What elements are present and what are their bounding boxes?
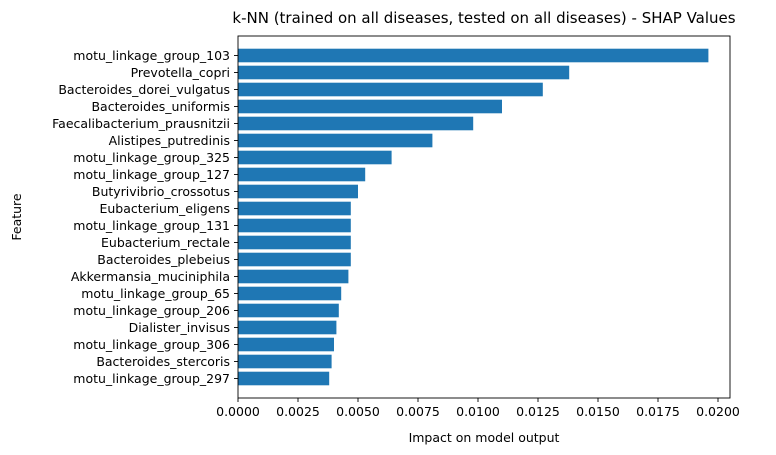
bar <box>238 303 339 318</box>
x-tick-label: 0.0050 <box>336 404 380 419</box>
bar <box>238 150 392 165</box>
y-tick-label: Faecalibacterium_prausnitzii <box>52 116 230 131</box>
bar <box>238 167 366 182</box>
bar <box>238 116 474 131</box>
y-tick-label: motu_linkage_group_297 <box>73 371 230 386</box>
bar <box>238 65 570 80</box>
plot-frame <box>237 35 731 399</box>
y-tick-label: motu_linkage_group_103 <box>73 48 230 63</box>
bars <box>238 48 709 386</box>
bar <box>238 354 332 369</box>
x-axis-title: Impact on model output <box>409 430 560 445</box>
y-tick-label: Bacteroides_plebeius <box>97 252 230 267</box>
y-tick-labels: motu_linkage_group_103 Prevotella_copri Ba… <box>52 48 238 386</box>
bar <box>238 235 351 250</box>
y-tick-label: Eubacterium_eligens <box>99 201 230 216</box>
x-ticks: 0.0000 0.0025 0.0050 0.0075 0.0100 0.0125 0.01… <box>216 398 740 419</box>
x-tick-label: 0.0100 <box>456 404 500 419</box>
bar <box>238 269 349 284</box>
bar <box>238 201 351 216</box>
bar <box>238 99 502 114</box>
x-tick-label: 0.0150 <box>576 404 620 419</box>
y-tick-label: Butyrivibrio_crossotus <box>92 184 230 199</box>
y-tick-label: motu_linkage_group_131 <box>73 218 230 233</box>
bar <box>238 252 351 267</box>
bar <box>238 320 337 335</box>
y-tick-label: Akkermansia_muciniphila <box>71 269 230 284</box>
bar <box>238 218 351 233</box>
x-tick-label: 0.0075 <box>396 404 440 419</box>
bar <box>238 184 358 199</box>
y-tick-label: motu_linkage_group_127 <box>73 167 230 182</box>
y-tick-label: Bacteroides_stercoris <box>96 354 230 369</box>
y-tick-label: Alistipes_putredinis <box>109 133 230 148</box>
bar <box>238 48 709 63</box>
y-tick-label: Prevotella_copri <box>131 65 230 80</box>
bar <box>238 286 342 301</box>
chart-title: k-NN (trained on all diseases, tested on… <box>232 9 735 27</box>
y-tick-label: motu_linkage_group_65 <box>81 286 230 301</box>
y-tick-label: Dialister_invisus <box>129 320 230 335</box>
bar <box>238 337 334 352</box>
y-tick-label: motu_linkage_group_206 <box>73 303 230 318</box>
y-axis-title: Feature <box>9 193 24 241</box>
bar <box>238 82 543 97</box>
x-tick-label: 0.0000 <box>216 404 260 419</box>
y-tick-label: Bacteroides_dorei_vulgatus <box>58 82 230 97</box>
x-tick-label: 0.0200 <box>696 404 740 419</box>
y-tick-label: Bacteroides_uniformis <box>91 99 230 114</box>
x-tick-label: 0.0125 <box>516 404 560 419</box>
y-tick-label: motu_linkage_group_325 <box>73 150 230 165</box>
y-tick-label: motu_linkage_group_306 <box>73 337 230 352</box>
y-tick-label: Eubacterium_rectale <box>101 235 230 250</box>
x-tick-label: 0.0025 <box>276 404 320 419</box>
x-tick-label: 0.0175 <box>636 404 680 419</box>
bar <box>238 371 330 386</box>
bar <box>238 133 433 148</box>
